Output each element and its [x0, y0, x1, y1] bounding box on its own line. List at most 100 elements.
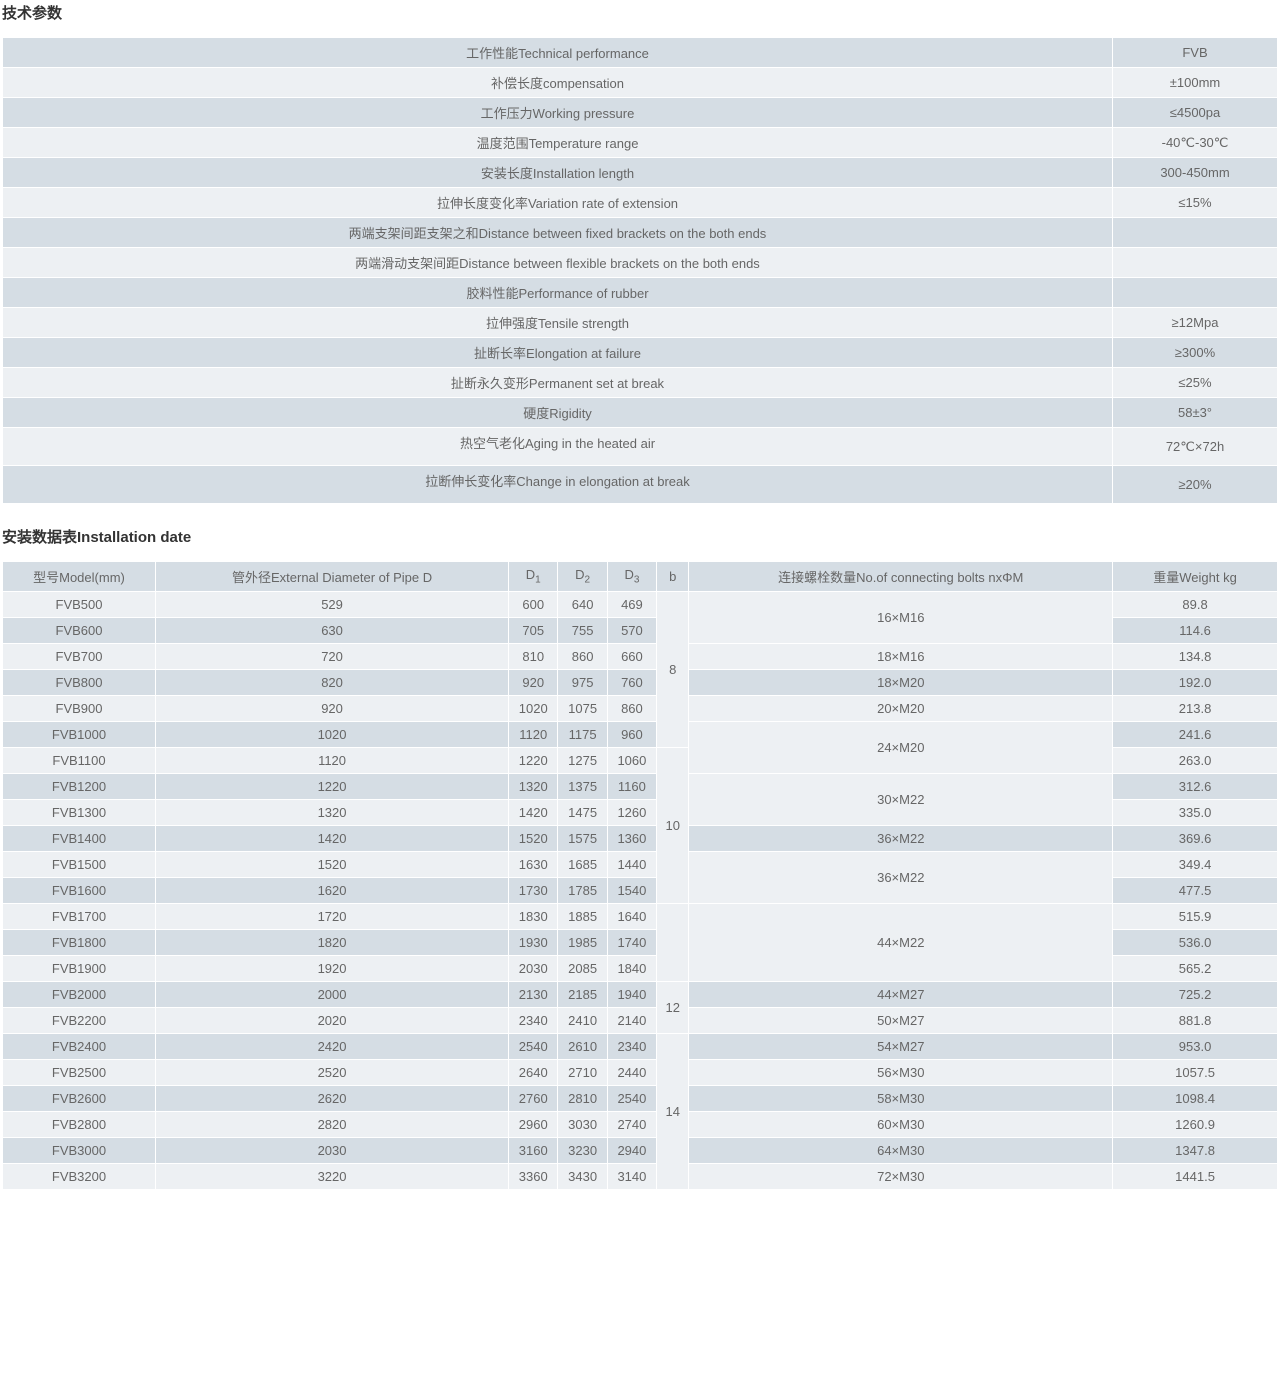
cell-diam: 2820 — [156, 1112, 509, 1138]
cell-weight: 134.8 — [1113, 644, 1278, 670]
cell-weight: 349.4 — [1113, 852, 1278, 878]
cell-bolts: 72×M30 — [689, 1164, 1113, 1190]
cell-d1: 3160 — [509, 1138, 558, 1164]
cell-b: 10 — [657, 748, 689, 904]
cell-d1: 2130 — [509, 982, 558, 1008]
cell-d3: 1260 — [607, 800, 656, 826]
cell-diam: 529 — [156, 592, 509, 618]
cell-b — [657, 904, 689, 982]
cell-diam: 2420 — [156, 1034, 509, 1060]
tech-label: 硬度Rigidity — [3, 398, 1113, 428]
cell-model: FVB1700 — [3, 904, 156, 930]
th-d3: D3 — [607, 562, 656, 592]
tech-label: 工作压力Working pressure — [3, 98, 1113, 128]
cell-weight: 335.0 — [1113, 800, 1278, 826]
cell-d2: 1375 — [558, 774, 607, 800]
tech-value: 58±3° — [1113, 398, 1278, 428]
cell-diam: 1220 — [156, 774, 509, 800]
cell-d2: 755 — [558, 618, 607, 644]
cell-d3: 660 — [607, 644, 656, 670]
cell-weight: 369.6 — [1113, 826, 1278, 852]
tech-value: ≤15% — [1113, 188, 1278, 218]
tech-label: 热空气老化Aging in the heated air — [3, 428, 1113, 466]
cell-d1: 1220 — [509, 748, 558, 774]
technical-params-table: 工作性能Technical performanceFVB补偿长度compensa… — [2, 37, 1278, 504]
tech-value: FVB — [1113, 38, 1278, 68]
cell-d3: 2740 — [607, 1112, 656, 1138]
cell-model: FVB1400 — [3, 826, 156, 852]
cell-d3: 469 — [607, 592, 656, 618]
cell-diam: 2520 — [156, 1060, 509, 1086]
cell-model: FVB1100 — [3, 748, 156, 774]
cell-bolts: 18×M20 — [689, 670, 1113, 696]
th-b: b — [657, 562, 689, 592]
cell-diam: 1620 — [156, 878, 509, 904]
cell-d1: 2030 — [509, 956, 558, 982]
th-d2: D2 — [558, 562, 607, 592]
cell-d2: 1075 — [558, 696, 607, 722]
cell-d3: 570 — [607, 618, 656, 644]
tech-label: 扯断长率Elongation at failure — [3, 338, 1113, 368]
tech-value — [1113, 248, 1278, 278]
cell-d3: 1840 — [607, 956, 656, 982]
cell-d3: 760 — [607, 670, 656, 696]
cell-diam: 630 — [156, 618, 509, 644]
cell-weight: 312.6 — [1113, 774, 1278, 800]
cell-weight: 213.8 — [1113, 696, 1278, 722]
cell-diam: 1520 — [156, 852, 509, 878]
cell-diam: 3220 — [156, 1164, 509, 1190]
cell-d1: 1630 — [509, 852, 558, 878]
cell-model: FVB3000 — [3, 1138, 156, 1164]
cell-bolts: 36×M22 — [689, 826, 1113, 852]
tech-label: 拉伸长度变化率Variation rate of extension — [3, 188, 1113, 218]
tech-value: ≤25% — [1113, 368, 1278, 398]
cell-d2: 640 — [558, 592, 607, 618]
cell-d3: 2440 — [607, 1060, 656, 1086]
tech-value — [1113, 218, 1278, 248]
cell-weight: 725.2 — [1113, 982, 1278, 1008]
cell-model: FVB800 — [3, 670, 156, 696]
cell-d3: 2340 — [607, 1034, 656, 1060]
cell-model: FVB1900 — [3, 956, 156, 982]
cell-d3: 1440 — [607, 852, 656, 878]
cell-weight: 1098.4 — [1113, 1086, 1278, 1112]
cell-d2: 3030 — [558, 1112, 607, 1138]
tech-label: 拉伸强度Tensile strength — [3, 308, 1113, 338]
cell-d1: 2640 — [509, 1060, 558, 1086]
cell-model: FVB1000 — [3, 722, 156, 748]
cell-d2: 1885 — [558, 904, 607, 930]
cell-d2: 1475 — [558, 800, 607, 826]
cell-d1: 810 — [509, 644, 558, 670]
cell-weight: 192.0 — [1113, 670, 1278, 696]
cell-d1: 1120 — [509, 722, 558, 748]
cell-d3: 1740 — [607, 930, 656, 956]
cell-diam: 1720 — [156, 904, 509, 930]
cell-weight: 1441.5 — [1113, 1164, 1278, 1190]
cell-b: 12 — [657, 982, 689, 1034]
tech-label: 胶料性能Performance of rubber — [3, 278, 1113, 308]
section2-title: 安装数据表Installation date — [2, 526, 1278, 547]
cell-weight: 1347.8 — [1113, 1138, 1278, 1164]
cell-d2: 2410 — [558, 1008, 607, 1034]
cell-weight: 1057.5 — [1113, 1060, 1278, 1086]
cell-bolts: 50×M27 — [689, 1008, 1113, 1034]
cell-bolts: 60×M30 — [689, 1112, 1113, 1138]
cell-d2: 1685 — [558, 852, 607, 878]
cell-bolts: 56×M30 — [689, 1060, 1113, 1086]
tech-value — [1113, 278, 1278, 308]
cell-b: 8 — [657, 592, 689, 748]
cell-d1: 2340 — [509, 1008, 558, 1034]
tech-label: 工作性能Technical performance — [3, 38, 1113, 68]
cell-weight: 263.0 — [1113, 748, 1278, 774]
cell-d2: 2185 — [558, 982, 607, 1008]
cell-diam: 2030 — [156, 1138, 509, 1164]
th-bolts: 连接螺栓数量No.of connecting bolts nxΦM — [689, 562, 1113, 592]
th-model: 型号Model(mm) — [3, 562, 156, 592]
cell-diam: 2000 — [156, 982, 509, 1008]
cell-d2: 860 — [558, 644, 607, 670]
th-diam: 管外径External Diameter of Pipe D — [156, 562, 509, 592]
tech-value: 300-450mm — [1113, 158, 1278, 188]
cell-d3: 1160 — [607, 774, 656, 800]
cell-diam: 1020 — [156, 722, 509, 748]
cell-d2: 1275 — [558, 748, 607, 774]
